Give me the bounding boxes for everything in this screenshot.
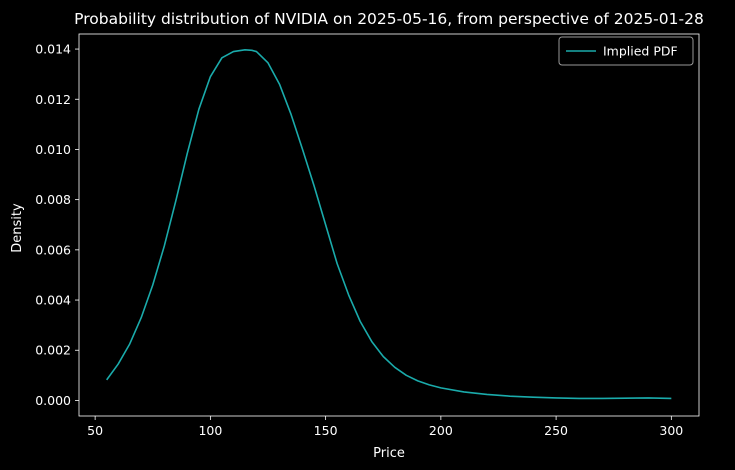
y-tick-label-0.012: 0.012 xyxy=(35,92,71,107)
y-tick-label-0.004: 0.004 xyxy=(35,293,71,308)
legend-label: Implied PDF xyxy=(603,44,678,59)
plot-area: 50 100 150 200 250 300 0.000 0.002 0.004 0.006 0.0… xyxy=(35,33,700,438)
legend: Implied PDF xyxy=(558,36,694,66)
x-tick-label-250: 250 xyxy=(544,423,568,438)
y-axis-label: Density xyxy=(10,203,25,253)
x-axis-label: Price xyxy=(373,446,405,461)
x-tick-label-50: 50 xyxy=(87,423,103,438)
y-tick-label-0.006: 0.006 xyxy=(35,242,71,257)
series-line-implied-pdf xyxy=(106,49,672,400)
y-tick-label-0.010: 0.010 xyxy=(35,142,71,157)
axes-frame xyxy=(78,33,700,417)
x-tick-label-200: 200 xyxy=(429,423,453,438)
y-tick-label-0.014: 0.014 xyxy=(35,42,71,57)
y-tick-label-0.008: 0.008 xyxy=(35,192,71,207)
y-tick-label-0.002: 0.002 xyxy=(35,343,71,358)
x-tick-label-150: 150 xyxy=(314,423,338,438)
x-tick-label-100: 100 xyxy=(198,423,222,438)
x-tick-label-300: 300 xyxy=(659,423,683,438)
legend-box xyxy=(558,36,694,66)
chart-title: Probability distribution of NVIDIA on 20… xyxy=(74,10,704,28)
y-tick-label-0.000: 0.000 xyxy=(35,393,71,408)
